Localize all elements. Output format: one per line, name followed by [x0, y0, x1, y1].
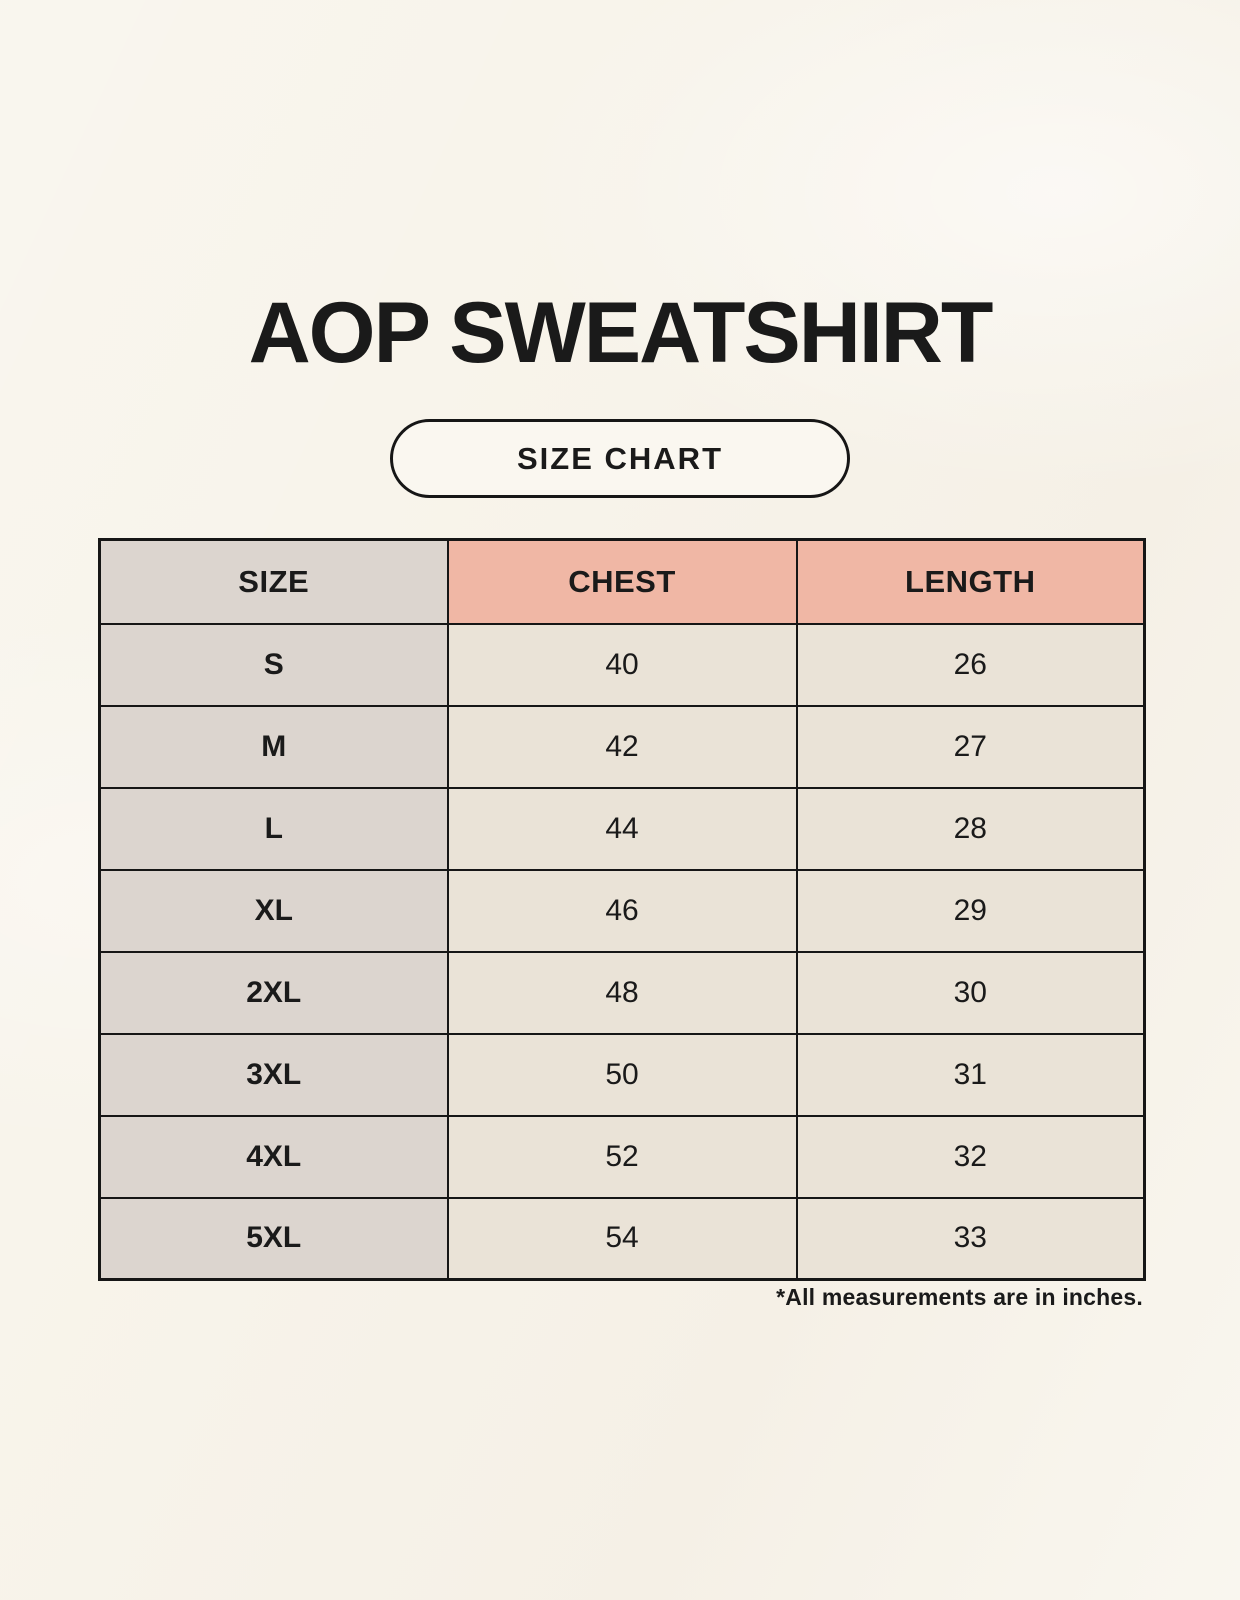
size-cell: L [98, 786, 449, 871]
chest-cell: 48 [446, 950, 798, 1035]
column-header-length: LENGTH [795, 538, 1146, 625]
chest-cell: 54 [446, 1196, 798, 1281]
column-header-size: SIZE [98, 538, 449, 625]
table-header-row: SIZE CHEST LENGTH [98, 538, 1146, 625]
length-cell: 31 [795, 1032, 1146, 1117]
chest-cell: 52 [446, 1114, 798, 1199]
table-row: 5XL 54 33 [98, 1196, 1146, 1281]
size-chart-badge-label: SIZE CHART [517, 440, 723, 476]
length-cell: 26 [795, 622, 1146, 707]
size-chart-table: SIZE CHEST LENGTH S 40 26 M 42 27 L 44 28 XL 46 29 2… [98, 538, 1146, 1281]
length-cell: 29 [795, 868, 1146, 953]
size-cell: 4XL [98, 1114, 449, 1199]
table-row: 3XL 50 31 [98, 1032, 1146, 1117]
chest-cell: 44 [446, 786, 798, 871]
size-cell: 5XL [98, 1196, 449, 1281]
length-cell: 27 [795, 704, 1146, 789]
table-body: S 40 26 M 42 27 L 44 28 XL 46 29 2XL 48 30 3XL 50 31 4XL 52… [98, 622, 1146, 1281]
size-cell: 2XL [98, 950, 449, 1035]
table-row: XL 46 29 [98, 868, 1146, 953]
size-chart-badge: SIZE CHART [390, 419, 850, 498]
page-title: AOP SWEATSHIRT [248, 285, 994, 381]
table-row: S 40 26 [98, 622, 1146, 707]
size-cell: XL [98, 868, 449, 953]
column-header-chest: CHEST [446, 538, 798, 625]
size-cell: M [98, 704, 449, 789]
chest-cell: 46 [446, 868, 798, 953]
length-cell: 28 [795, 786, 1146, 871]
size-cell: 3XL [98, 1032, 449, 1117]
length-cell: 30 [795, 950, 1146, 1035]
size-cell: S [98, 622, 449, 707]
chest-cell: 50 [446, 1032, 798, 1117]
table-row: 2XL 48 30 [98, 950, 1146, 1035]
chest-cell: 40 [446, 622, 798, 707]
length-cell: 32 [795, 1114, 1146, 1199]
chest-cell: 42 [446, 704, 798, 789]
table-row: L 44 28 [98, 786, 1146, 871]
measurements-footnote: *All measurements are in inches. [776, 1284, 1143, 1310]
table-row: M 42 27 [98, 704, 1146, 789]
length-cell: 33 [795, 1196, 1146, 1281]
table-row: 4XL 52 32 [98, 1114, 1146, 1199]
